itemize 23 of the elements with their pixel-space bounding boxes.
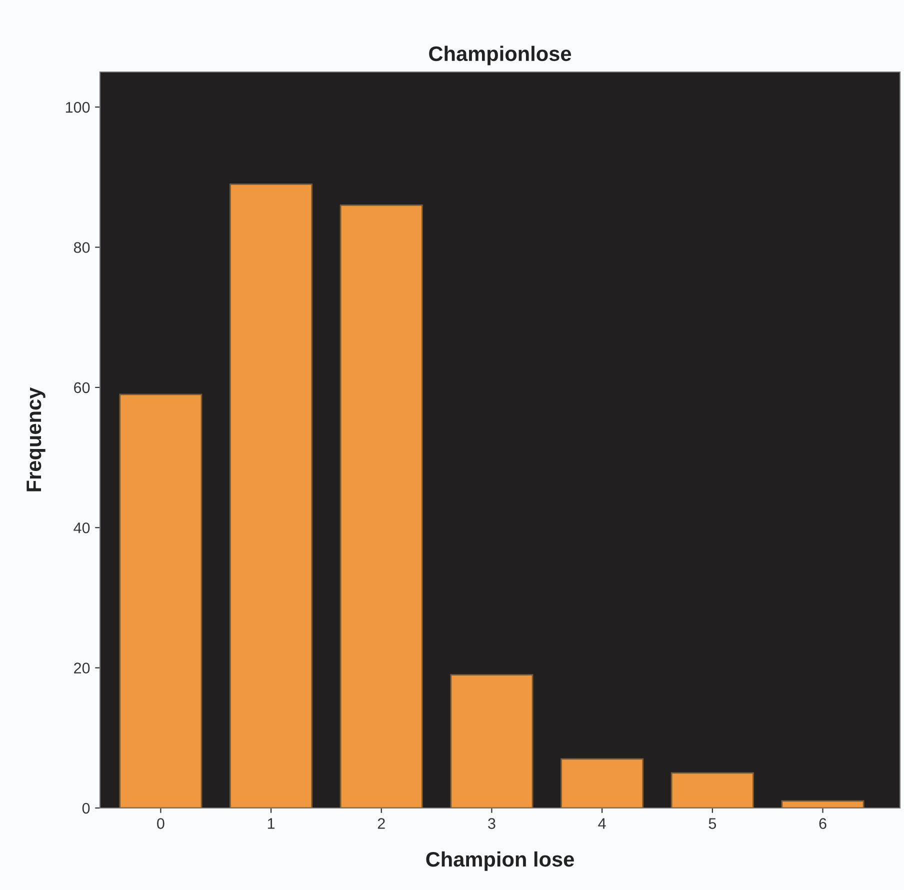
x-tick-label: 3 bbox=[488, 818, 496, 829]
bar bbox=[450, 674, 534, 808]
y-tick-label: 0 bbox=[82, 802, 90, 814]
y-tick-label: 60 bbox=[74, 382, 90, 394]
bar bbox=[670, 772, 754, 808]
y-tick-label: 80 bbox=[74, 242, 90, 253]
x-tick-label: 5 bbox=[708, 818, 716, 829]
bar bbox=[119, 394, 202, 808]
x-tick-label: 4 bbox=[598, 818, 606, 829]
bar bbox=[230, 183, 313, 808]
y-tick-label: 40 bbox=[74, 522, 90, 534]
x-tick-label: 2 bbox=[378, 818, 385, 829]
bar bbox=[560, 758, 644, 808]
bar bbox=[340, 204, 423, 808]
x-tick-label: 6 bbox=[819, 818, 826, 829]
bar bbox=[781, 800, 864, 808]
y-axis-title: Frequency bbox=[26, 387, 46, 492]
y-tick-label: 100 bbox=[66, 102, 90, 113]
y-tick-label: 20 bbox=[74, 662, 90, 674]
x-axis-title: Champion lose bbox=[426, 851, 574, 871]
x-tick-label: 1 bbox=[268, 818, 275, 829]
x-tick-label: 0 bbox=[157, 818, 164, 829]
chart-title: Championlose bbox=[429, 46, 572, 66]
